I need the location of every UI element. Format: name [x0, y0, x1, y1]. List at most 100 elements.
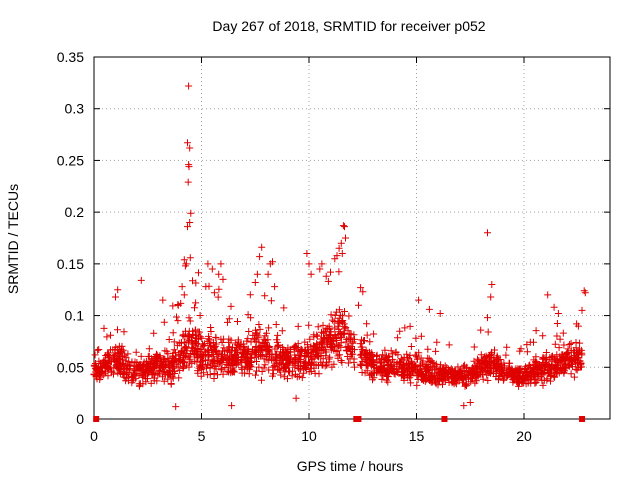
data-point: [539, 358, 547, 366]
data-point: [414, 366, 422, 374]
data-point: [432, 366, 440, 374]
data-point: [351, 346, 358, 354]
data-point: [431, 378, 439, 386]
data-point: [228, 402, 236, 410]
data-point: [359, 288, 367, 296]
data-point: [185, 314, 193, 322]
data-point: [217, 366, 225, 374]
data-point: [188, 334, 195, 342]
gap-marker: [93, 416, 100, 422]
data-point: [313, 332, 321, 340]
data-point: [507, 371, 515, 379]
data-point: [363, 354, 371, 361]
data-point: [413, 381, 421, 389]
data-point: [199, 342, 207, 350]
data-point: [129, 376, 137, 384]
data-point: [406, 322, 414, 330]
data-point: [278, 327, 286, 335]
data-point: [454, 363, 462, 371]
data-point: [334, 354, 342, 362]
data-point: [165, 336, 173, 343]
data-point: [152, 351, 160, 358]
data-point: [573, 320, 581, 328]
data-point: [517, 376, 525, 383]
data-point: [191, 349, 199, 357]
data-point: [169, 359, 177, 367]
data-point: [252, 343, 260, 350]
data-point: [337, 239, 345, 247]
data-point: [516, 347, 524, 355]
data-point: [137, 352, 145, 360]
data-point: [313, 347, 321, 354]
data-point: [338, 358, 346, 366]
data-point: [120, 365, 128, 373]
data-point: [334, 347, 342, 355]
data-point: [337, 343, 345, 351]
data-point: [488, 281, 496, 288]
data-point: [276, 366, 284, 374]
data-point: [183, 332, 191, 340]
data-point: [327, 311, 335, 319]
y-tick-label: 0.1: [65, 308, 85, 324]
data-point: [532, 327, 540, 335]
data-point: [204, 371, 212, 379]
data-point: [180, 363, 187, 371]
data-point: [488, 356, 496, 364]
data-point: [247, 314, 255, 322]
data-point: [316, 265, 324, 273]
data-point: [291, 363, 299, 371]
data-point: [469, 364, 476, 372]
data-point: [522, 380, 530, 388]
data-point: [423, 365, 431, 373]
y-tick-label: 0.3: [65, 101, 85, 117]
data-point: [472, 365, 480, 373]
data-point: [234, 336, 242, 344]
data-point: [207, 324, 215, 331]
data-point: [181, 262, 189, 270]
data-point: [532, 358, 540, 366]
data-point: [400, 361, 408, 368]
data-point: [139, 372, 147, 380]
data-point: [540, 363, 548, 371]
data-point: [251, 279, 259, 286]
data-point: [257, 347, 265, 355]
data-point: [160, 377, 168, 385]
data-point: [119, 356, 127, 364]
data-point: [250, 334, 258, 342]
data-point: [242, 358, 250, 366]
data-point: [114, 369, 122, 377]
data-point: [199, 363, 207, 371]
data-point: [484, 328, 492, 336]
data-point: [346, 330, 354, 338]
data-point: [441, 362, 449, 370]
data-point: [350, 358, 358, 366]
data-point: [117, 345, 125, 353]
data-point: [575, 345, 583, 353]
data-point: [328, 316, 336, 324]
data-point: [213, 350, 221, 358]
data-point: [412, 351, 420, 359]
data-point: [301, 338, 309, 346]
data-point: [252, 371, 259, 379]
data-point: [318, 361, 326, 369]
data-point: [202, 283, 210, 291]
data-point: [484, 314, 491, 322]
data-point: [185, 82, 193, 90]
data-point: [367, 362, 375, 370]
data-point: [163, 347, 171, 355]
gap-marker: [441, 416, 448, 422]
data-point: [425, 372, 433, 380]
data-point: [132, 348, 140, 356]
data-point: [255, 321, 263, 328]
data-point: [263, 329, 270, 337]
data-point: [327, 268, 334, 276]
data-point: [307, 359, 315, 367]
data-point: [553, 332, 561, 340]
data-point: [403, 350, 411, 358]
data-point: [581, 289, 589, 297]
data-point: [120, 328, 128, 336]
y-tick-label: 0.05: [57, 359, 84, 375]
data-point: [564, 357, 572, 365]
data-point: [106, 357, 114, 365]
data-point: [104, 372, 112, 380]
